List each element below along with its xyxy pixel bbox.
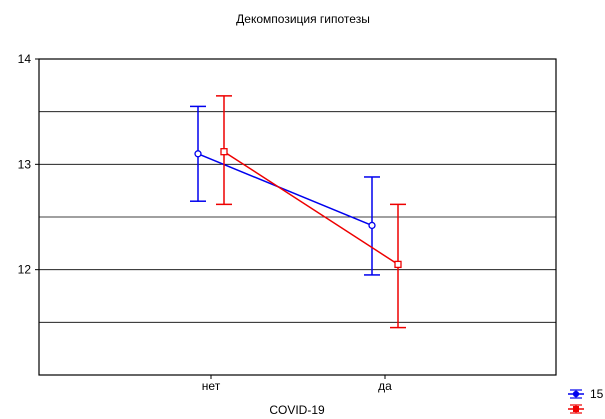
data-point — [394, 260, 402, 269]
legend-entry-1: 15 — [568, 387, 604, 401]
y-tick-label: 13 — [18, 157, 32, 171]
series-2 — [216, 95, 406, 329]
data-point — [220, 148, 228, 156]
y-tick-label: 14 — [18, 52, 32, 66]
legend-marker — [573, 406, 579, 412]
series-line — [223, 151, 399, 266]
x-axis-ticks: нет да — [202, 375, 392, 393]
plot-frame — [38, 58, 557, 376]
series-1 — [190, 105, 380, 276]
data-point — [368, 221, 376, 230]
chart-title: Декомпозиция гипотезы — [236, 12, 370, 26]
legend-label: 15 — [590, 387, 604, 401]
series-line — [197, 153, 373, 227]
y-axis-ticks: 12 13 14 — [18, 52, 39, 277]
data-point — [194, 150, 202, 158]
grid-lines — [39, 111, 556, 323]
y-tick-label: 12 — [18, 263, 32, 277]
series-layer — [190, 95, 406, 329]
x-tick-label: нет — [202, 379, 221, 393]
legend: 15 — [568, 387, 604, 414]
legend-entry-2 — [568, 404, 584, 414]
x-axis-label: COVID-19 — [269, 403, 325, 417]
legend-marker — [572, 390, 580, 398]
x-tick-label: да — [378, 379, 392, 393]
